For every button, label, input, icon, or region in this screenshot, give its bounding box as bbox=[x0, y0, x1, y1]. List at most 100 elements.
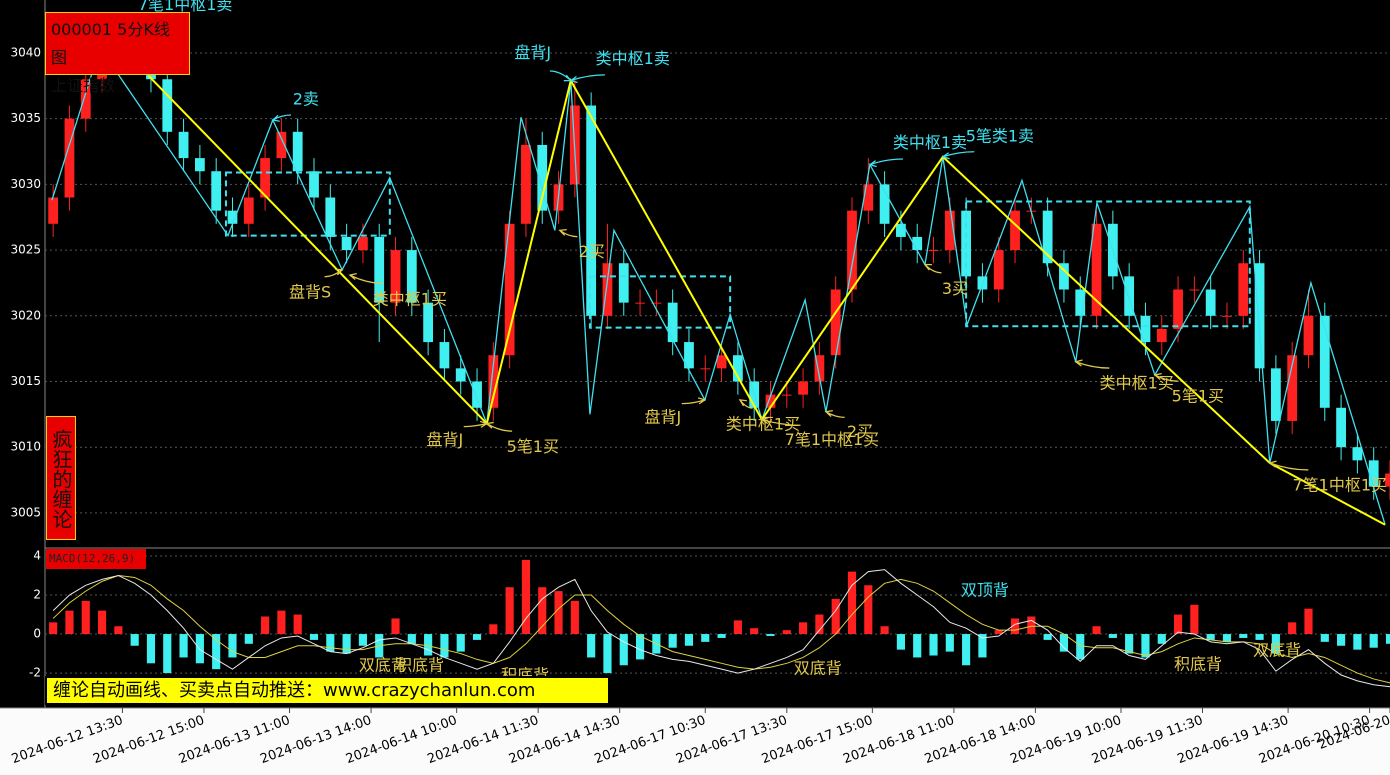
macd-bar bbox=[97, 610, 107, 635]
macd-bar bbox=[1076, 634, 1085, 660]
annotation: 双底背 bbox=[794, 658, 842, 677]
annotation: 7笔1中枢1买 bbox=[1292, 475, 1387, 494]
candle-body bbox=[847, 210, 857, 290]
candle-body bbox=[863, 184, 874, 211]
candle-body bbox=[48, 197, 59, 224]
candle-body bbox=[765, 394, 776, 408]
macd-bar bbox=[49, 622, 58, 635]
macd-bar bbox=[81, 600, 90, 635]
candle-body bbox=[521, 144, 531, 224]
pivot-box bbox=[965, 200, 1251, 328]
candle-body bbox=[439, 342, 450, 369]
annotation: 积底背 bbox=[396, 656, 444, 675]
macd-bar bbox=[831, 598, 840, 635]
macd-bar bbox=[1157, 634, 1166, 644]
candle-body bbox=[1222, 315, 1232, 317]
annotation-arrow bbox=[941, 151, 975, 160]
pivot-box bbox=[224, 171, 391, 237]
macd-bar bbox=[114, 626, 123, 635]
macd-bar bbox=[554, 591, 563, 635]
annotation: 类中枢1买 bbox=[373, 290, 447, 309]
y-tick-label: 3015 bbox=[10, 374, 41, 388]
macd-bar bbox=[1027, 616, 1036, 635]
candle-body bbox=[993, 250, 1004, 290]
macd-bar bbox=[1288, 622, 1297, 635]
macd-bar bbox=[521, 559, 531, 635]
annotation-arrow bbox=[868, 158, 903, 168]
annotation: 双底背 bbox=[1253, 641, 1301, 660]
y-tick-label: -2 bbox=[29, 666, 41, 680]
macd-bar bbox=[65, 610, 74, 635]
macd-bar bbox=[815, 614, 824, 635]
macd-bar bbox=[1190, 604, 1199, 635]
code-title: 000001 5分K线图 bbox=[51, 20, 170, 67]
y-tick-label: 0 bbox=[33, 627, 41, 641]
annotation-arrow bbox=[1074, 359, 1110, 369]
macd-bar bbox=[799, 622, 808, 635]
macd-bar bbox=[1385, 634, 1390, 644]
candle-body bbox=[814, 355, 825, 382]
annotation-arrow bbox=[271, 114, 291, 122]
annotation-arrow bbox=[681, 397, 707, 405]
macd-bar bbox=[146, 634, 156, 664]
macd-bar bbox=[309, 634, 319, 640]
macd-bar bbox=[587, 634, 596, 658]
candle-body bbox=[1091, 223, 1102, 316]
candle-body bbox=[1156, 328, 1167, 343]
macd-bar bbox=[701, 634, 710, 642]
annotation: 盘背S bbox=[289, 282, 331, 301]
candle-body bbox=[944, 210, 955, 251]
macd-bar bbox=[489, 624, 498, 635]
macd-bar bbox=[570, 600, 579, 635]
candle-body bbox=[455, 368, 466, 382]
macd-bar bbox=[1092, 626, 1101, 635]
side-label: 疯狂的缠论 bbox=[46, 416, 76, 540]
candle-body bbox=[472, 381, 482, 408]
candle-body bbox=[537, 144, 548, 211]
annotation: 2买 bbox=[579, 242, 605, 261]
y-tick-label: 4 bbox=[33, 549, 41, 563]
annotation: 7笔1中枢1买 bbox=[785, 430, 880, 449]
macd-title: MACD(12,26,9) bbox=[46, 549, 146, 569]
candle-body bbox=[1303, 315, 1314, 356]
annotation: 积底背 bbox=[1174, 655, 1222, 674]
candle-body bbox=[635, 302, 645, 304]
macd-bar bbox=[228, 634, 237, 658]
macd-bar bbox=[424, 634, 433, 656]
candle-body bbox=[928, 250, 939, 252]
macd-bar bbox=[179, 634, 188, 658]
annotation-arrow bbox=[485, 421, 513, 432]
macd-bar bbox=[1173, 614, 1183, 635]
candle-body bbox=[292, 131, 303, 172]
annotation: 5笔1买 bbox=[507, 437, 559, 456]
banner: 缠论自动画线、买卖点自动推送：www.crazychanlun.com bbox=[45, 676, 610, 705]
macd-bar bbox=[472, 634, 482, 640]
candle-body bbox=[879, 184, 890, 224]
macd-bar bbox=[1043, 634, 1052, 640]
macd-bar bbox=[342, 634, 351, 654]
annotation-arrow bbox=[1268, 460, 1309, 471]
candle-body bbox=[504, 223, 515, 356]
y-tick-label: 2 bbox=[33, 588, 41, 602]
candle-body bbox=[586, 105, 597, 316]
macd-bar bbox=[277, 610, 286, 635]
candle-body bbox=[1352, 447, 1363, 461]
annotation-arrow bbox=[923, 263, 942, 274]
macd-bar bbox=[962, 634, 971, 666]
candle-body bbox=[1254, 263, 1265, 369]
candle-body bbox=[651, 302, 662, 304]
macd-bar bbox=[1108, 634, 1117, 638]
macd-bar bbox=[244, 634, 253, 644]
candle-body bbox=[1140, 315, 1151, 343]
macd-bar bbox=[1010, 618, 1020, 635]
macd-bar bbox=[261, 616, 270, 635]
annotation: 盘背J bbox=[644, 407, 681, 426]
candle-body bbox=[162, 79, 173, 132]
macd-bar bbox=[766, 634, 775, 636]
macd-bar bbox=[750, 628, 759, 635]
annotation: 类中枢1卖 bbox=[893, 133, 967, 152]
macd-bar bbox=[163, 634, 172, 674]
annotation-arrow bbox=[558, 228, 578, 238]
candle-body bbox=[830, 289, 841, 356]
